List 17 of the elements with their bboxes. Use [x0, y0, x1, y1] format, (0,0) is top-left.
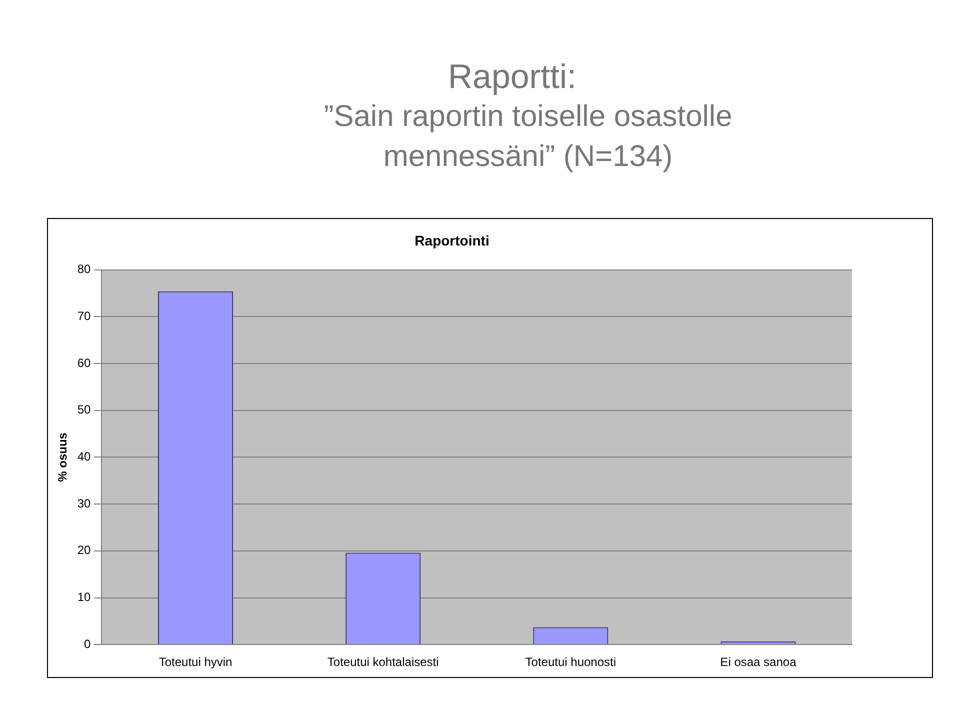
x-tick-label: Toteutui hyvin	[158, 655, 232, 670]
y-tick-label: 50	[77, 402, 92, 417]
chart-subtitle: ”Sain raportin toiselle osastolle mennessäni” (N=134)	[322, 99, 734, 175]
x-tick-label: Toteutui huonosti	[525, 655, 616, 670]
text: Raportointi	[414, 232, 490, 248]
y-tick-label: 10	[77, 590, 92, 604]
chart-title: Raportti:	[447, 58, 578, 97]
y-tick-label: 30	[77, 496, 92, 510]
y-tick-label: 70	[77, 308, 92, 323]
y-tick-label: 60	[77, 356, 92, 370]
x-tick-label: Toteutui kohtalaisesti	[327, 655, 439, 670]
y-tick-label: 0	[84, 636, 92, 651]
y-tick-label: 20	[77, 543, 92, 558]
y-tick-label: 40	[77, 450, 92, 464]
y-axis-title: % osuus	[56, 432, 70, 482]
x-tick-label: Ei osaa sanoa	[720, 655, 797, 670]
y-tick-label: 80	[77, 262, 92, 276]
